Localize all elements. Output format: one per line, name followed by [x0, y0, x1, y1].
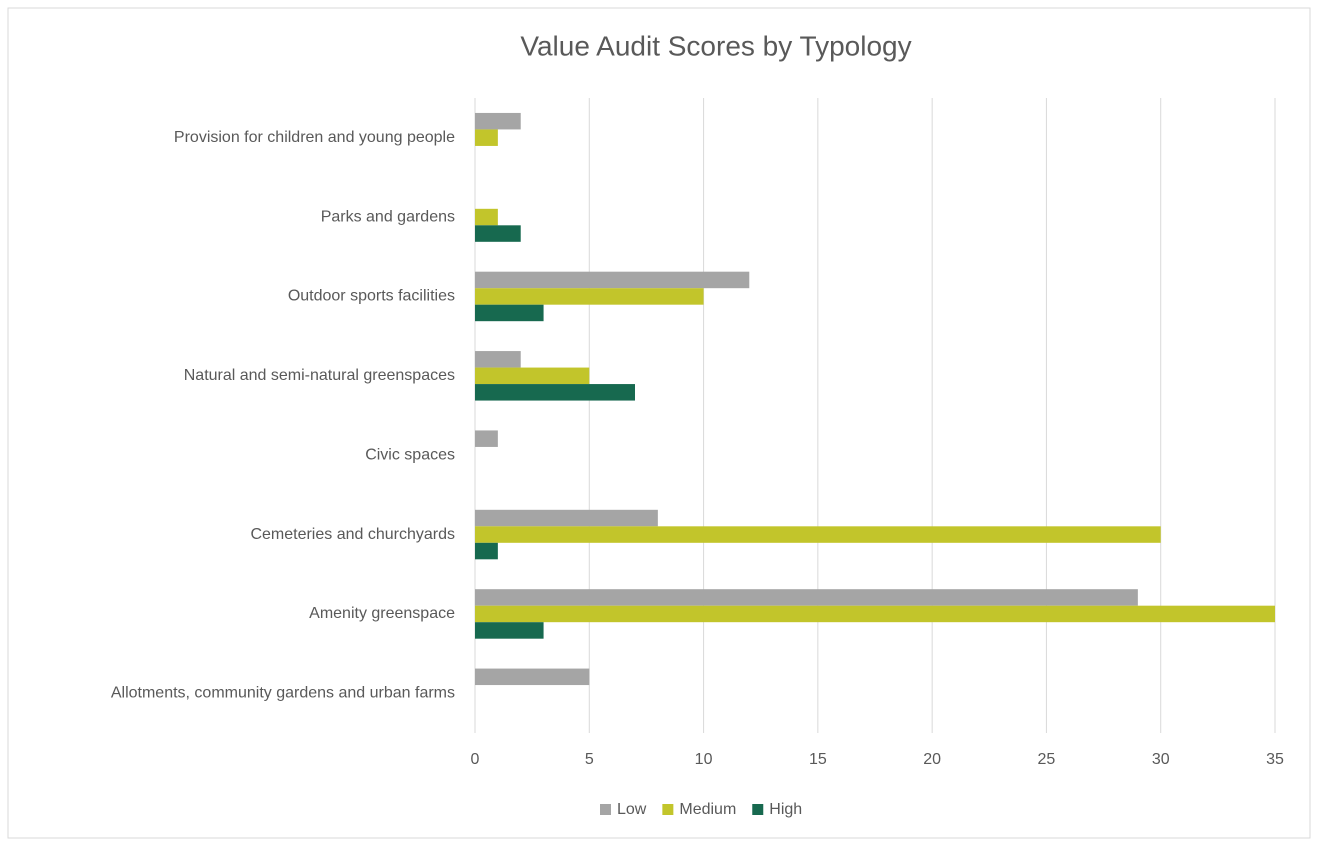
y-tick-label: Cemeteries and churchyards	[250, 526, 455, 543]
bar	[475, 384, 635, 401]
chart-title: Value Audit Scores by Typology	[520, 30, 911, 61]
x-tick-label: 20	[923, 751, 941, 768]
y-tick-label: Natural and semi-natural greenspaces	[184, 367, 455, 384]
x-tick-label: 15	[809, 751, 827, 768]
bar	[475, 509, 658, 527]
legend-label: Medium	[679, 801, 736, 818]
y-tick-label: Provision for children and young people	[174, 129, 455, 146]
x-tick-label: 5	[585, 751, 594, 768]
legend-swatch	[752, 804, 764, 815]
legend-swatch	[662, 804, 674, 815]
bar	[475, 589, 1138, 606]
y-tick-label: Civic spaces	[365, 446, 455, 463]
bar	[475, 367, 590, 385]
bar	[475, 208, 498, 226]
bar	[475, 271, 750, 289]
bar	[475, 112, 521, 130]
bar	[475, 225, 521, 242]
legend-swatch	[600, 804, 611, 815]
bar	[475, 288, 704, 305]
x-tick-label: 35	[1266, 751, 1284, 768]
bar	[475, 351, 521, 368]
bar	[475, 605, 1275, 623]
x-tick-label: 10	[695, 751, 713, 768]
x-tick-label: 30	[1152, 751, 1170, 768]
legend-label: Low	[617, 801, 647, 818]
y-tick-label: Amenity greenspace	[309, 605, 455, 622]
chart-frame	[7, 7, 1311, 839]
y-tick-label: Parks and gardens	[321, 208, 455, 225]
bar	[475, 129, 498, 146]
y-tick-label: Outdoor sports facilities	[288, 288, 455, 305]
x-tick-label: 0	[471, 751, 480, 768]
bar	[475, 622, 544, 639]
y-tick-label: Allotments, community gardens and urban …	[111, 685, 455, 702]
bar	[475, 668, 590, 686]
bar	[475, 430, 498, 447]
x-tick-label: 25	[1038, 751, 1056, 768]
bar	[475, 526, 1161, 543]
bar	[475, 542, 498, 560]
legend-label: High	[769, 801, 802, 818]
bar	[475, 304, 544, 322]
